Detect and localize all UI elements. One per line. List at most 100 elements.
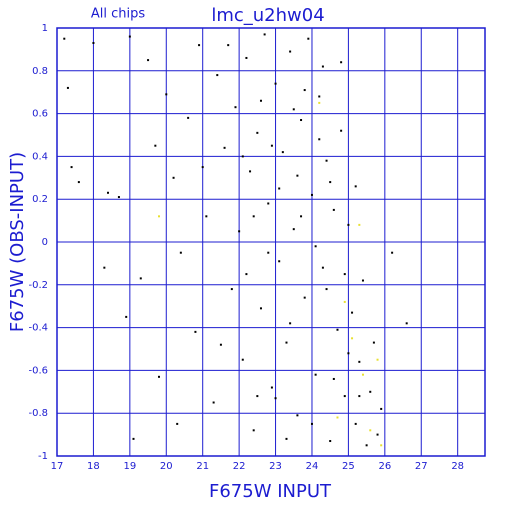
point xyxy=(270,386,273,389)
point xyxy=(132,437,135,440)
point xyxy=(252,429,255,432)
point xyxy=(249,170,252,173)
y-tick-label: 0.4 xyxy=(32,151,48,162)
x-tick-label: 23 xyxy=(269,461,282,472)
y-tick-label: 1 xyxy=(42,23,48,34)
y-tick-label: -0.4 xyxy=(28,323,48,334)
x-tick-label: 24 xyxy=(306,461,319,472)
x-axis-label: F675W INPUT xyxy=(209,481,332,502)
point xyxy=(66,86,69,89)
point xyxy=(351,311,354,314)
point xyxy=(157,215,160,218)
point xyxy=(361,373,364,376)
point xyxy=(289,322,292,325)
point xyxy=(165,93,168,96)
x-tick-label: 25 xyxy=(342,461,355,472)
point xyxy=(259,99,262,102)
point xyxy=(372,341,375,344)
point xyxy=(285,341,288,344)
point xyxy=(332,377,335,380)
point xyxy=(274,397,277,400)
point xyxy=(369,390,372,393)
y-tick-label: 0.8 xyxy=(32,66,48,77)
point xyxy=(157,375,160,378)
y-tick-label: 0 xyxy=(42,237,48,248)
point xyxy=(296,174,299,177)
point xyxy=(63,37,66,40)
point xyxy=(303,296,306,299)
y-tick-label: -0.6 xyxy=(28,365,48,376)
point xyxy=(380,407,383,410)
point xyxy=(103,266,106,269)
point xyxy=(292,228,295,231)
x-tick-label: 18 xyxy=(87,461,100,472)
y-axis-label: F675W (OBS-INPUT) xyxy=(7,152,28,332)
point xyxy=(321,65,324,68)
point xyxy=(245,273,248,276)
point xyxy=(179,251,182,254)
x-tick-label: 26 xyxy=(378,461,391,472)
point xyxy=(227,44,230,47)
chart-subtitle: All chips xyxy=(91,7,145,22)
point xyxy=(106,191,109,194)
x-tick-label: 28 xyxy=(451,461,464,472)
point xyxy=(267,202,270,205)
point xyxy=(321,266,324,269)
point xyxy=(147,59,150,62)
x-tick-label: 19 xyxy=(123,461,136,472)
y-tick-label: -0.8 xyxy=(28,408,48,419)
point xyxy=(274,82,277,85)
point xyxy=(223,146,226,149)
point xyxy=(358,395,361,398)
point xyxy=(154,144,157,147)
point xyxy=(205,215,208,218)
point xyxy=(325,159,328,162)
y-tick-label: -1 xyxy=(38,451,48,462)
point xyxy=(219,343,222,346)
x-tick-label: 22 xyxy=(233,461,246,472)
point xyxy=(267,251,270,254)
chart-title: lmc_u2hw04 xyxy=(211,5,324,26)
point xyxy=(307,37,310,40)
point xyxy=(325,288,328,291)
point xyxy=(303,89,306,92)
point xyxy=(329,440,332,443)
point xyxy=(241,155,244,158)
point xyxy=(172,176,175,179)
point xyxy=(329,181,332,184)
point xyxy=(296,414,299,417)
point xyxy=(358,223,361,226)
point xyxy=(278,260,281,263)
point xyxy=(314,373,317,376)
point xyxy=(347,352,350,355)
point xyxy=(318,95,321,98)
point xyxy=(310,193,313,196)
x-tick-label: 21 xyxy=(196,461,209,472)
point xyxy=(340,61,343,64)
point xyxy=(358,360,361,363)
point xyxy=(252,215,255,218)
point xyxy=(318,101,321,104)
point xyxy=(336,416,339,419)
point xyxy=(270,144,273,147)
point xyxy=(285,437,288,440)
point xyxy=(310,422,313,425)
point xyxy=(336,328,339,331)
point xyxy=(343,300,346,303)
point xyxy=(77,181,80,184)
point xyxy=(245,56,248,59)
point xyxy=(318,138,321,141)
point xyxy=(216,74,219,77)
y-tick-label: -0.2 xyxy=(28,280,48,291)
point xyxy=(354,185,357,188)
point xyxy=(365,444,368,447)
point xyxy=(278,187,281,190)
point xyxy=(314,245,317,248)
point xyxy=(230,288,233,291)
point xyxy=(241,358,244,361)
point xyxy=(256,131,259,134)
point xyxy=(194,330,197,333)
point xyxy=(292,108,295,111)
